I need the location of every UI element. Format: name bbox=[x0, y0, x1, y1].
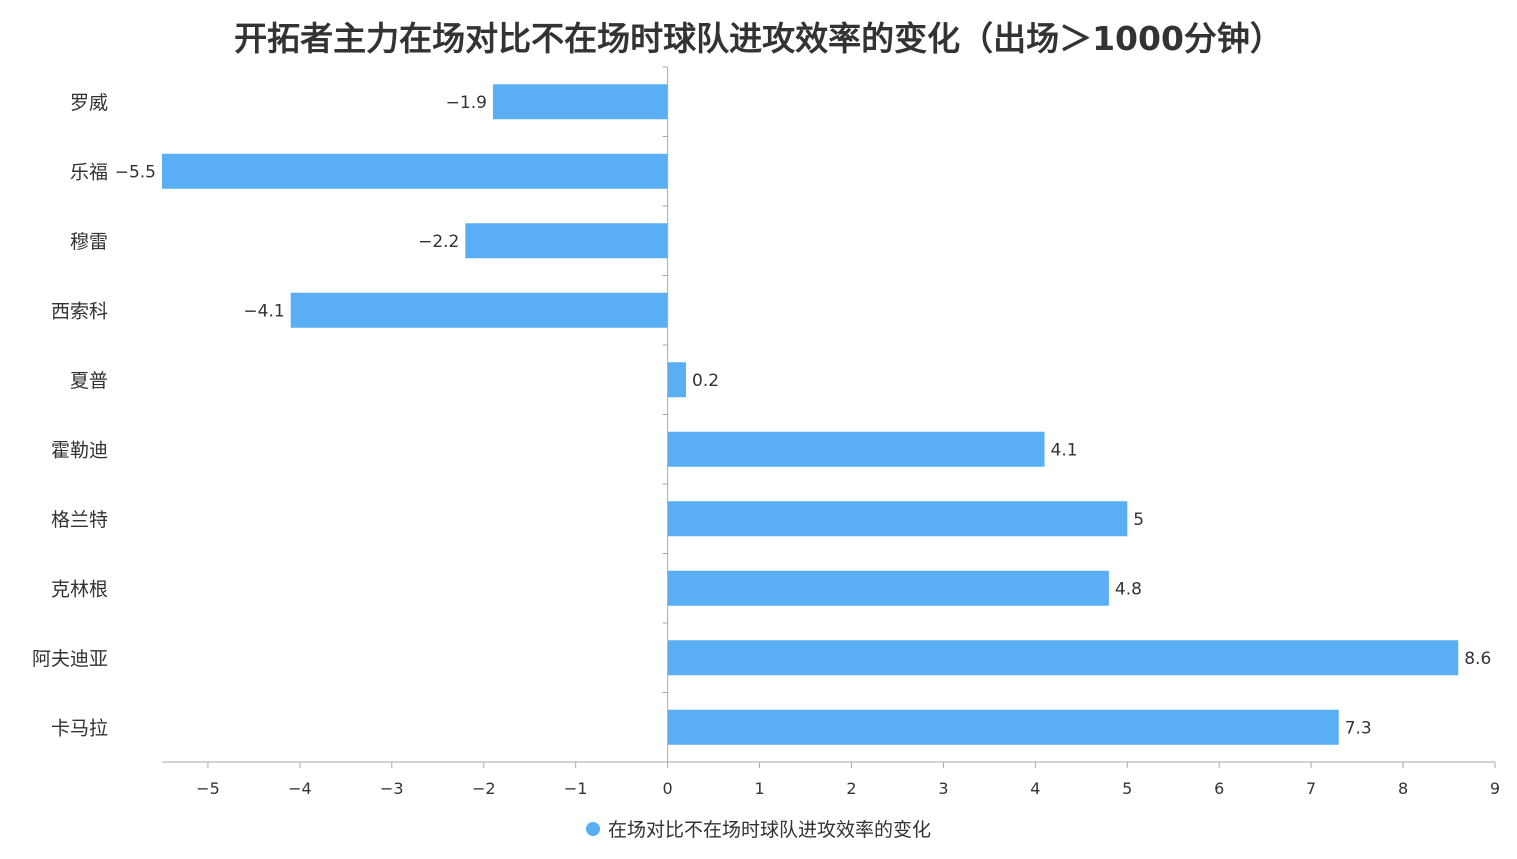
data-label: 8.6 bbox=[1464, 649, 1491, 669]
legend-marker-icon bbox=[585, 821, 600, 836]
bar[interactable] bbox=[667, 362, 687, 398]
bar[interactable] bbox=[162, 153, 668, 189]
bar[interactable] bbox=[667, 570, 1109, 606]
tick-label: 1 bbox=[754, 779, 764, 798]
category-label: 夏普 bbox=[70, 370, 108, 392]
bar[interactable] bbox=[667, 640, 1459, 676]
data-label: −5.5 bbox=[115, 162, 156, 182]
bar[interactable] bbox=[465, 223, 668, 259]
labels-layer: −1.9 罗威 −5.5 乐福 −2.2 穆雷 −4.1 西索科 0.2 夏普 4.1 霍勒迪 5 格兰特… bbox=[32, 92, 1500, 798]
tick-label: 8 bbox=[1398, 779, 1408, 798]
tick-label: 5 bbox=[1122, 779, 1132, 798]
data-label: −4.1 bbox=[243, 301, 284, 321]
tick-label: −5 bbox=[196, 779, 220, 798]
tick-label: −4 bbox=[288, 779, 312, 798]
tick-label: −1 bbox=[564, 779, 588, 798]
category-label: 格兰特 bbox=[51, 509, 108, 531]
bar[interactable] bbox=[667, 709, 1339, 745]
legend[interactable]: 在场对比不在场时球队进攻效率的变化 bbox=[0, 815, 1517, 842]
chart-title: 开拓者主力在场对比不在场时球队进攻效率的变化（出场＞1000分钟） bbox=[234, 19, 1283, 58]
data-label: −1.9 bbox=[446, 93, 487, 113]
category-label: 阿夫迪亚 bbox=[32, 648, 108, 670]
bar[interactable] bbox=[290, 292, 668, 328]
category-label: 罗威 bbox=[70, 92, 108, 114]
data-label: 4.1 bbox=[1051, 440, 1078, 460]
tick-label: 0 bbox=[663, 779, 673, 798]
tick-label: −2 bbox=[472, 779, 496, 798]
category-label: 穆雷 bbox=[70, 231, 108, 253]
category-label: 卡马拉 bbox=[51, 717, 108, 739]
category-label: 克林根 bbox=[51, 578, 108, 600]
category-label: 乐福 bbox=[70, 161, 108, 183]
data-label: −2.2 bbox=[418, 232, 459, 252]
category-label: 霍勒迪 bbox=[51, 439, 108, 461]
bar[interactable] bbox=[492, 84, 668, 120]
bar[interactable] bbox=[667, 501, 1128, 537]
data-label: 4.8 bbox=[1115, 579, 1142, 599]
tick-label: 3 bbox=[938, 779, 948, 798]
tick-label: 4 bbox=[1030, 779, 1040, 798]
tick-label: 9 bbox=[1490, 779, 1500, 798]
bar[interactable] bbox=[667, 431, 1045, 467]
tick-label: 6 bbox=[1214, 779, 1224, 798]
axis-layer bbox=[162, 66, 1496, 768]
legend-label: 在场对比不在场时球队进攻效率的变化 bbox=[607, 819, 931, 841]
data-label: 7.3 bbox=[1345, 718, 1372, 738]
bars-layer bbox=[162, 84, 1459, 745]
tick-label: 7 bbox=[1306, 779, 1316, 798]
tick-label: 2 bbox=[846, 779, 856, 798]
tick-label: −3 bbox=[380, 779, 404, 798]
data-label: 5 bbox=[1133, 510, 1144, 530]
data-label: 0.2 bbox=[692, 371, 719, 391]
category-label: 西索科 bbox=[51, 300, 108, 322]
